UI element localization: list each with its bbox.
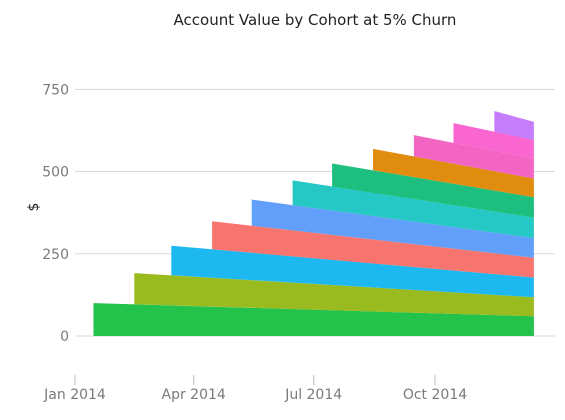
cohort-area-6 — [292, 180, 534, 238]
cohort-area-4 — [212, 221, 534, 278]
y-tick-label: 250 — [42, 247, 69, 263]
x-tick-label: Jul 2014 — [284, 387, 342, 403]
cohort-area-1 — [93, 303, 534, 336]
cohort-area-9 — [413, 135, 534, 179]
x-tick-label: Jan 2014 — [43, 387, 106, 403]
chart-title: Account Value by Cohort at 5% Churn — [174, 11, 457, 29]
cohort-area-7 — [332, 163, 534, 218]
y-tick-label: 750 — [42, 82, 69, 98]
y-tick-label: 500 — [42, 165, 69, 181]
cohort-area-2 — [134, 273, 534, 317]
cohort-area-8 — [373, 148, 534, 198]
axes: 0 250 500 750 Jan 2014 Apr 2014 Jul 2014 Oct 20… — [42, 82, 467, 403]
cohort-area-10 — [453, 123, 534, 159]
x-tick-label: Oct 2014 — [403, 387, 467, 403]
y-axis-label: $ — [26, 203, 42, 212]
x-tick-label: Apr 2014 — [162, 387, 226, 403]
cohort-area-11 — [494, 111, 534, 140]
cohort-area-3 — [171, 245, 534, 298]
stacked-areas — [93, 111, 534, 336]
y-tick-label: 0 — [60, 329, 69, 345]
cohort-area-5 — [251, 199, 534, 258]
